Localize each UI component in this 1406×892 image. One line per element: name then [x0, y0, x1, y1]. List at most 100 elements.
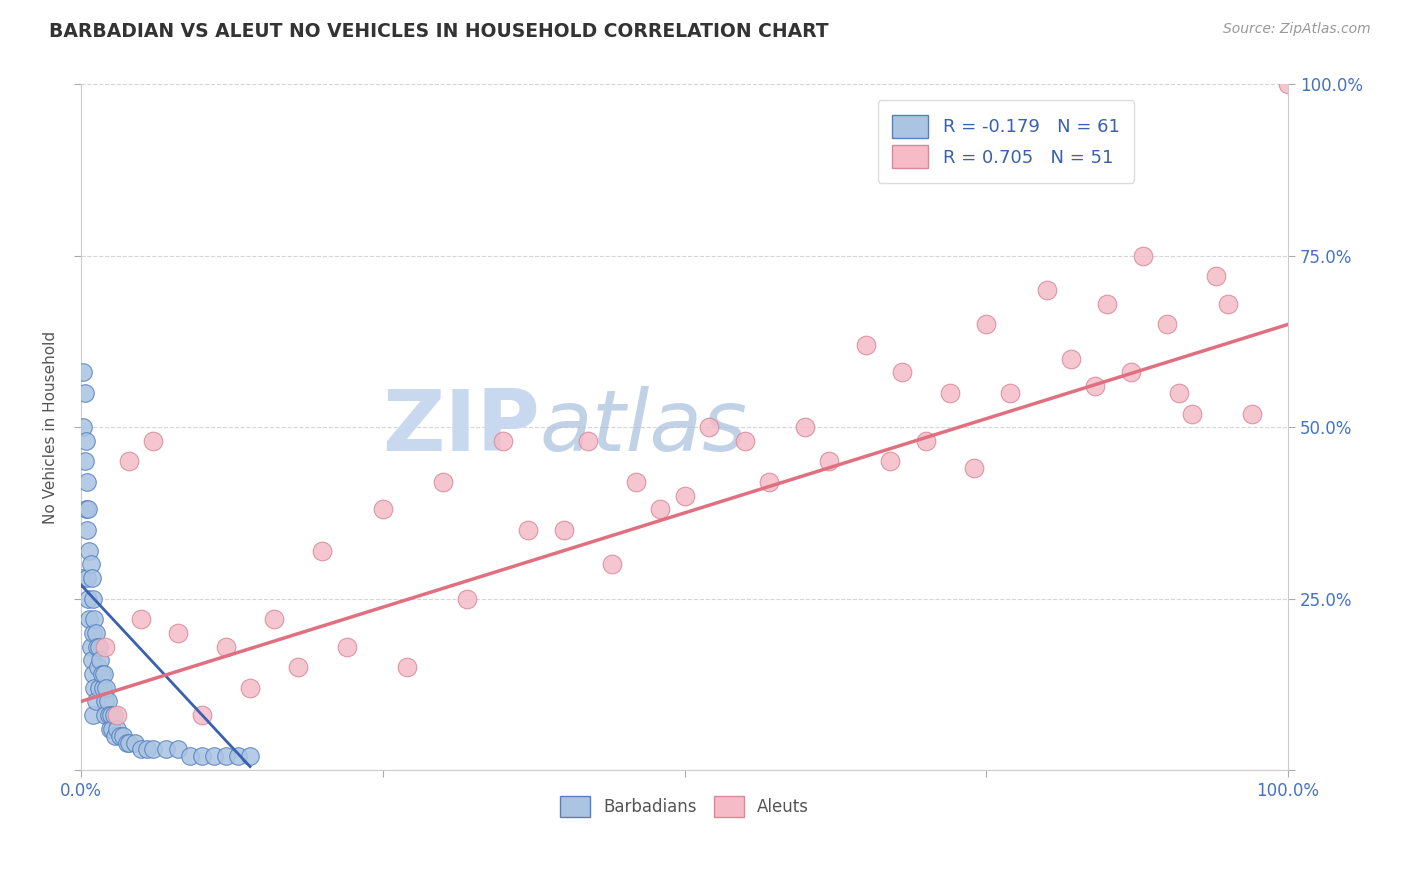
Point: [103, 708, 125, 723]
Point: [101, 722, 124, 736]
Point: [794, 420, 817, 434]
Point: [86, 640, 108, 654]
Point: [395, 660, 418, 674]
Point: [1168, 386, 1191, 401]
Point: [855, 338, 877, 352]
Point: [142, 742, 165, 756]
Point: [89, 653, 111, 667]
Point: [576, 434, 599, 448]
Point: [84, 626, 107, 640]
Point: [124, 735, 146, 749]
Point: [758, 475, 780, 489]
Point: [94, 640, 117, 654]
Legend: Barbadians, Aleuts: Barbadians, Aleuts: [554, 789, 815, 823]
Point: [432, 475, 454, 489]
Point: [600, 558, 623, 572]
Point: [82, 626, 104, 640]
Text: ZIP: ZIP: [382, 385, 540, 468]
Point: [1121, 365, 1143, 379]
Point: [239, 681, 262, 695]
Point: [90, 667, 112, 681]
Point: [77, 502, 100, 516]
Point: [76, 571, 98, 585]
Point: [118, 454, 141, 468]
Point: [115, 735, 138, 749]
Point: [890, 365, 912, 379]
Point: [650, 502, 672, 516]
Point: [80, 571, 103, 585]
Point: [105, 722, 128, 736]
Point: [80, 653, 103, 667]
Point: [879, 454, 901, 468]
Point: [179, 749, 201, 764]
Point: [963, 461, 986, 475]
Point: [84, 694, 107, 708]
Point: [1216, 297, 1239, 311]
Point: [100, 708, 122, 723]
Point: [89, 640, 111, 654]
Point: [311, 543, 333, 558]
Point: [166, 626, 188, 640]
Text: BARBADIAN VS ALEUT NO VEHICLES IN HOUSEHOLD CORRELATION CHART: BARBADIAN VS ALEUT NO VEHICLES IN HOUSEH…: [49, 22, 828, 41]
Point: [75, 434, 97, 448]
Point: [118, 735, 141, 749]
Point: [1180, 407, 1202, 421]
Point: [166, 742, 188, 756]
Point: [89, 681, 111, 695]
Y-axis label: No Vehicles in Household: No Vehicles in Household: [44, 331, 58, 524]
Point: [83, 612, 105, 626]
Point: [1240, 407, 1263, 421]
Point: [76, 475, 98, 489]
Point: [76, 523, 98, 537]
Point: [190, 749, 212, 764]
Point: [734, 434, 756, 448]
Point: [215, 749, 238, 764]
Point: [456, 591, 478, 606]
Point: [82, 708, 104, 723]
Point: [1277, 78, 1299, 92]
Point: [108, 729, 131, 743]
Point: [79, 543, 101, 558]
Point: [939, 386, 962, 401]
Point: [1095, 297, 1118, 311]
Point: [553, 523, 575, 537]
Point: [371, 502, 394, 516]
Point: [1084, 379, 1107, 393]
Point: [263, 612, 285, 626]
Point: [818, 454, 841, 468]
Point: [82, 591, 104, 606]
Point: [96, 681, 118, 695]
Point: [239, 749, 262, 764]
Point: [70, 571, 93, 585]
Point: [72, 365, 94, 379]
Point: [915, 434, 938, 448]
Point: [80, 640, 103, 654]
Point: [1156, 318, 1178, 332]
Point: [131, 742, 153, 756]
Point: [215, 640, 238, 654]
Point: [97, 694, 120, 708]
Point: [94, 708, 117, 723]
Point: [104, 729, 127, 743]
Point: [287, 660, 309, 674]
Point: [1060, 351, 1083, 366]
Point: [80, 558, 103, 572]
Point: [226, 749, 249, 764]
Point: [72, 420, 94, 434]
Point: [105, 708, 128, 723]
Point: [673, 489, 696, 503]
Point: [98, 722, 121, 736]
Point: [336, 640, 359, 654]
Text: Source: ZipAtlas.com: Source: ZipAtlas.com: [1223, 22, 1371, 37]
Point: [1205, 269, 1227, 284]
Point: [976, 318, 998, 332]
Point: [87, 660, 110, 674]
Point: [136, 742, 159, 756]
Point: [82, 667, 104, 681]
Point: [77, 591, 100, 606]
Point: [73, 386, 96, 401]
Point: [202, 749, 225, 764]
Point: [626, 475, 648, 489]
Point: [97, 708, 120, 723]
Point: [75, 502, 97, 516]
